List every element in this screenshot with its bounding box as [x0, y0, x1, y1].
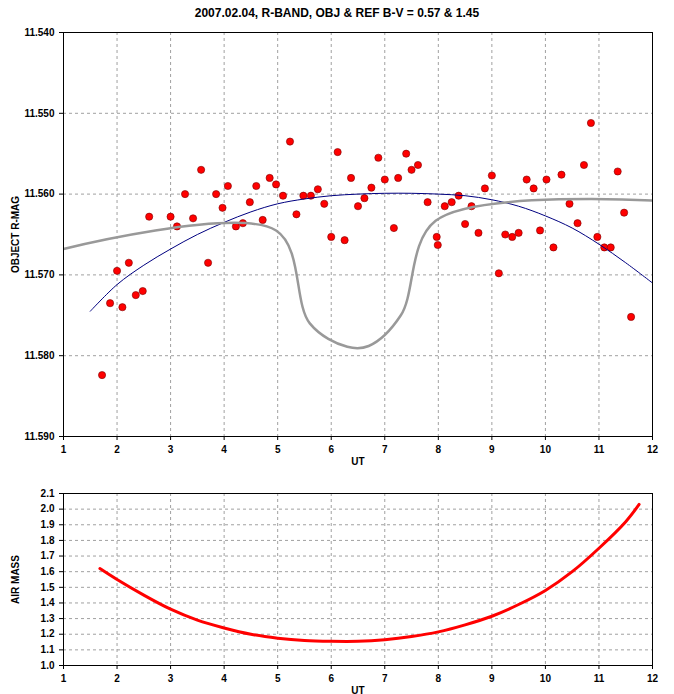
svg-text:OBJECT R-MAG: OBJECT R-MAG: [10, 196, 21, 273]
svg-text:UT: UT: [351, 685, 364, 694]
svg-text:11.570: 11.570: [24, 269, 54, 280]
svg-text:11: 11: [594, 444, 605, 455]
svg-text:1.1: 1.1: [41, 644, 55, 655]
svg-text:8: 8: [436, 673, 442, 684]
svg-text:11: 11: [594, 673, 605, 684]
svg-text:1: 1: [61, 673, 67, 684]
svg-text:5: 5: [275, 673, 281, 684]
svg-text:6: 6: [328, 673, 334, 684]
svg-text:1.7: 1.7: [41, 550, 55, 561]
svg-text:2: 2: [114, 673, 120, 684]
svg-text:1.9: 1.9: [41, 519, 55, 530]
svg-text:2.1: 2.1: [41, 488, 55, 499]
svg-text:12: 12: [647, 673, 659, 684]
svg-text:4: 4: [221, 673, 227, 684]
html-text:2007.02.04, R-BAND, OBJ & REF: 2007.02.04, R-BAND, OBJ & REF B-V = 0.57…: [194, 6, 480, 20]
svg-text:1.5: 1.5: [41, 582, 55, 593]
svg-text:9: 9: [489, 673, 495, 684]
svg-text:9: 9: [489, 444, 495, 455]
svg-text:8: 8: [436, 444, 442, 455]
svg-text:1.6: 1.6: [41, 566, 55, 577]
svg-text:6: 6: [328, 444, 334, 455]
svg-text:2: 2: [114, 444, 120, 455]
svg-text:11.560: 11.560: [24, 188, 54, 199]
svg-text:10: 10: [540, 444, 552, 455]
svg-text:7: 7: [382, 444, 388, 455]
svg-text:AIR MASS: AIR MASS: [10, 555, 21, 604]
svg-text:12: 12: [647, 444, 659, 455]
svg-text:4: 4: [221, 444, 227, 455]
svg-text:1.3: 1.3: [41, 613, 55, 624]
svg-text:3: 3: [168, 444, 174, 455]
svg-text:2.0: 2.0: [41, 503, 55, 514]
svg-text:1.8: 1.8: [41, 535, 55, 546]
svg-text:7: 7: [382, 673, 388, 684]
svg-text:1.4: 1.4: [41, 597, 55, 608]
svg-text:5: 5: [275, 444, 281, 455]
svg-text:1.2: 1.2: [41, 628, 55, 639]
svg-text:11.540: 11.540: [24, 27, 54, 38]
svg-text:11.590: 11.590: [24, 431, 54, 442]
svg-text:11.550: 11.550: [24, 108, 54, 119]
svg-text:1: 1: [61, 444, 67, 455]
svg-text:UT: UT: [351, 456, 364, 467]
svg-text:1.0: 1.0: [41, 660, 55, 671]
svg-text:10: 10: [540, 673, 552, 684]
svg-text:3: 3: [168, 673, 174, 684]
svg-text:11.580: 11.580: [24, 350, 54, 361]
